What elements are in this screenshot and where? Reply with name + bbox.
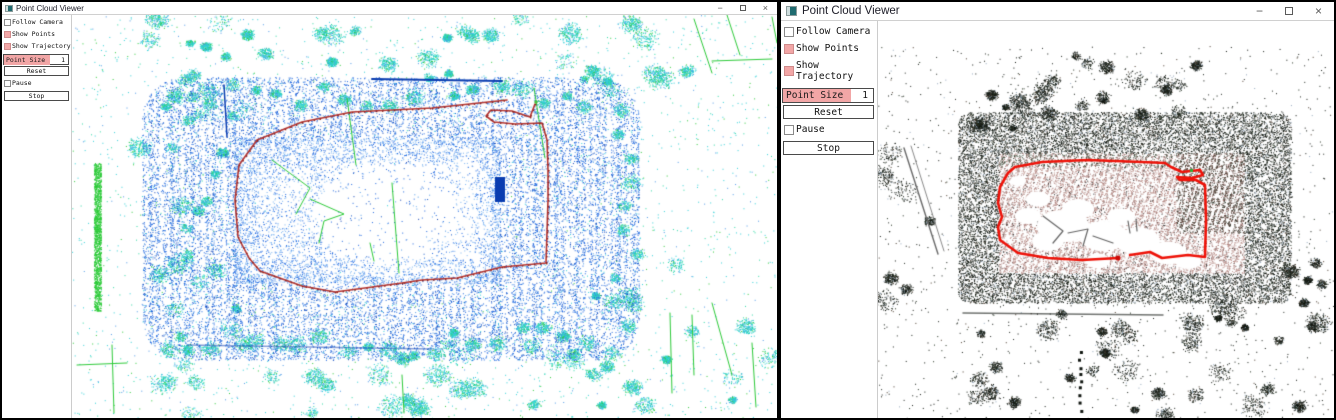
follow-camera-label: Follow Camera xyxy=(796,26,871,37)
point-size-label: Point Size xyxy=(783,89,851,102)
stop-button[interactable]: Stop xyxy=(783,141,874,155)
show-trajectory-checkbox[interactable] xyxy=(784,66,794,76)
minimize-icon[interactable]: − xyxy=(717,2,723,13)
show-points-row[interactable]: Show Points xyxy=(784,43,877,54)
follow-camera-checkbox[interactable] xyxy=(784,26,794,37)
titlebar[interactable]: Point Cloud Viewer − × xyxy=(781,2,1334,21)
minimize-icon[interactable]: − xyxy=(1255,4,1263,18)
show-points-checkbox[interactable] xyxy=(4,30,11,38)
stop-button[interactable]: Stop xyxy=(4,91,69,101)
show-trajectory-label: Show Trajectory xyxy=(796,60,854,82)
follow-camera-row[interactable]: Follow Camera xyxy=(4,18,71,26)
viewport-left xyxy=(72,15,777,418)
pause-checkbox[interactable] xyxy=(784,124,794,135)
point-cloud-canvas-left[interactable] xyxy=(72,15,777,418)
pause-checkbox[interactable] xyxy=(4,79,11,87)
show-trajectory-row[interactable]: Show Trajectory xyxy=(784,60,877,82)
app-icon xyxy=(786,6,797,16)
point-size-label: Point Size xyxy=(4,54,51,65)
app-icon xyxy=(5,4,13,12)
point-size-field[interactable]: Point Size 1 xyxy=(3,54,69,65)
pause-label: Pause xyxy=(796,124,825,135)
show-points-label: Show Points xyxy=(796,43,859,54)
show-trajectory-row[interactable]: Show Trajectory xyxy=(4,42,71,50)
follow-camera-row[interactable]: Follow Camera xyxy=(784,26,877,37)
control-panel: Follow Camera Show Points Show Trajector… xyxy=(2,15,72,418)
show-trajectory-label: Show Trajectory xyxy=(12,42,71,50)
pause-row[interactable]: Pause xyxy=(784,124,877,135)
show-points-label: Show Points xyxy=(12,30,56,38)
point-size-field[interactable]: Point Size 1 xyxy=(782,88,874,103)
point-cloud-canvas-right[interactable] xyxy=(878,21,1334,418)
pause-row[interactable]: Pause xyxy=(4,79,71,87)
point-size-value[interactable]: 1 xyxy=(862,90,868,101)
maximize-icon[interactable] xyxy=(1284,7,1293,15)
reset-button[interactable]: Reset xyxy=(4,66,69,76)
control-panel: Follow Camera Show Points Show Trajector… xyxy=(781,21,878,418)
pause-label: Pause xyxy=(12,79,32,87)
titlebar[interactable]: Point Cloud Viewer − × xyxy=(2,2,777,15)
follow-camera-label: Follow Camera xyxy=(12,18,63,26)
show-points-checkbox[interactable] xyxy=(784,43,794,54)
follow-camera-checkbox[interactable] xyxy=(4,18,11,26)
show-trajectory-checkbox[interactable] xyxy=(4,42,11,50)
reset-button[interactable]: Reset xyxy=(783,105,874,119)
maximize-icon[interactable] xyxy=(739,5,746,11)
point-size-value[interactable]: 1 xyxy=(61,55,65,64)
show-points-row[interactable]: Show Points xyxy=(4,30,71,38)
window-point-cloud-viewer-left: Point Cloud Viewer − × Follow Camera Sho… xyxy=(0,0,779,420)
window-point-cloud-viewer-right: Point Cloud Viewer − × Follow Camera Sho… xyxy=(779,0,1336,420)
close-icon[interactable]: × xyxy=(1314,4,1322,18)
close-icon[interactable]: × xyxy=(762,2,768,13)
viewport-right xyxy=(878,21,1334,418)
window-title: Point Cloud Viewer xyxy=(802,5,900,17)
window-title: Point Cloud Viewer xyxy=(16,3,84,13)
